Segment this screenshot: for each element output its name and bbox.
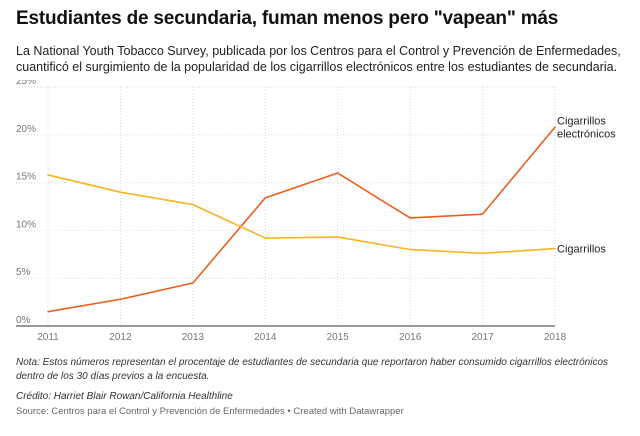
x-tick-label: 2013 bbox=[182, 332, 205, 343]
grid bbox=[16, 86, 556, 327]
chart-source: Source: Centros para el Control y Preven… bbox=[16, 406, 404, 417]
data-point bbox=[192, 282, 194, 284]
data-point bbox=[119, 298, 122, 301]
chart-note: Nota: Estos números representan el proce… bbox=[16, 357, 609, 382]
y-tick-label: 10% bbox=[16, 219, 36, 230]
y-tick-label: 0% bbox=[16, 315, 31, 326]
data-point bbox=[554, 247, 556, 250]
series-label: Cigarrillos bbox=[557, 116, 606, 128]
x-tick-label: 2011 bbox=[37, 332, 59, 343]
chart-credit: Crédito: Harriet Blair Rowan/California … bbox=[16, 391, 233, 402]
data-point bbox=[264, 237, 267, 239]
data-point bbox=[409, 248, 411, 251]
y-tick-label: 25% bbox=[16, 80, 36, 87]
labels: 0% 5% 10% 15% 20% 25% 2011 2012 2013 2014 2015 2016… bbox=[16, 80, 616, 343]
chart-subtitle: La National Youth Tobacco Survey, public… bbox=[16, 44, 621, 74]
series-line-0 bbox=[47, 126, 556, 313]
x-tick-label: 2012 bbox=[109, 332, 132, 343]
x-tick-label: 2014 bbox=[254, 332, 277, 343]
x-tick-label: 2017 bbox=[471, 332, 494, 343]
series-label: electrónicos bbox=[557, 129, 616, 141]
data-point bbox=[264, 197, 267, 199]
x-tick-label: 2016 bbox=[399, 332, 422, 343]
data-point bbox=[554, 126, 556, 128]
data-point bbox=[47, 310, 49, 313]
y-tick-label: 5% bbox=[16, 267, 31, 278]
series-label: Cigarrillos bbox=[557, 244, 606, 256]
data-point bbox=[409, 217, 411, 219]
data-point bbox=[481, 252, 484, 255]
y-tick-label: 20% bbox=[16, 124, 36, 135]
data-point bbox=[336, 236, 339, 238]
x-tick-label: 2015 bbox=[327, 332, 350, 343]
y-tick-label: 15% bbox=[16, 172, 36, 183]
data-point bbox=[336, 172, 339, 174]
x-tick-label: 2018 bbox=[544, 332, 567, 343]
series-line-1 bbox=[47, 174, 556, 255]
data-point bbox=[47, 174, 49, 176]
chart-title: Estudiantes de secundaria, fuman menos p… bbox=[16, 8, 559, 29]
data-point bbox=[119, 191, 122, 193]
data-point bbox=[192, 203, 194, 206]
line-chart: 0% 5% 10% 15% 20% 25% 2011 2012 2013 2014 2015 2016… bbox=[16, 80, 616, 343]
series-lines bbox=[47, 126, 556, 313]
data-point bbox=[481, 213, 484, 215]
